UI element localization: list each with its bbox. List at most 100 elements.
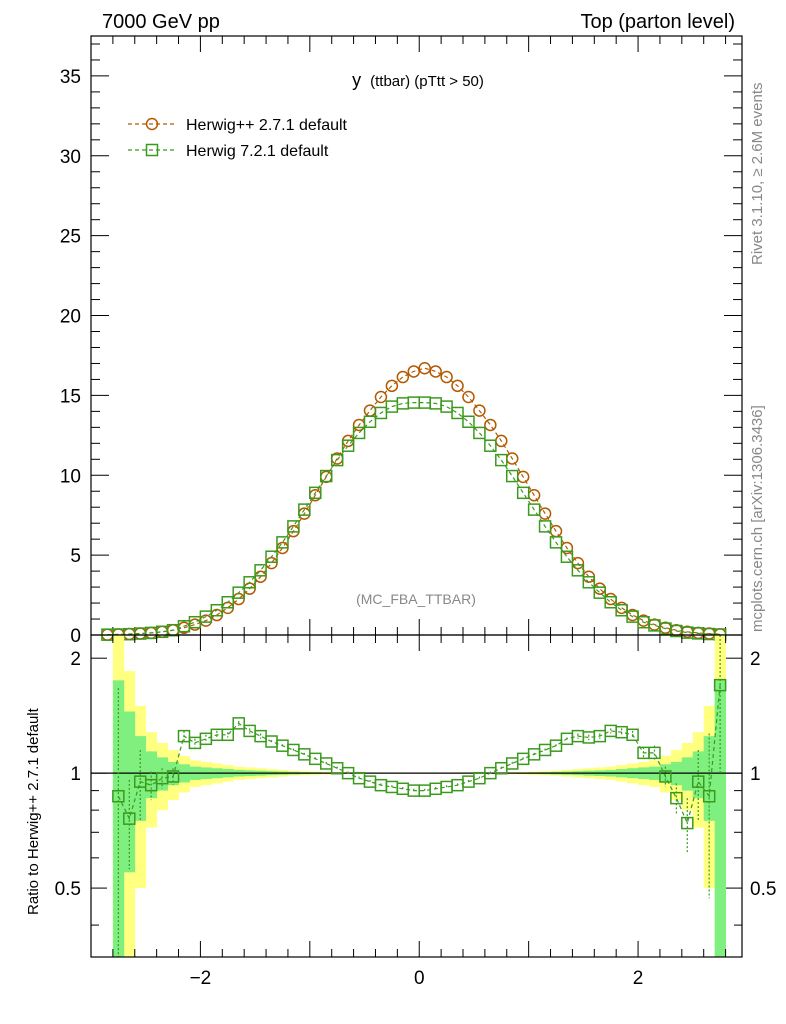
main-point-herwig7 <box>516 486 530 500</box>
ratio-point-herwig7 <box>670 791 683 805</box>
main-point-herwigpp <box>418 361 431 375</box>
main-ytick-label: 30 <box>60 147 81 168</box>
legend-herwig7-marker <box>145 143 159 157</box>
main-point-herwig7 <box>527 503 541 516</box>
main-point-herwigpp <box>429 365 442 378</box>
main-point-herwigpp <box>451 379 464 393</box>
legend-item-herwig7: Herwig 7.2.1 default <box>128 143 329 160</box>
ratio-frame <box>90 634 743 958</box>
ratio-panel: 0.5 0.5 1 1 2 2 −2 0 2 <box>55 634 776 989</box>
main-point-herwig7 <box>538 520 552 533</box>
ratio-ytick-label: 2 <box>70 649 81 670</box>
main-point-herwig7 <box>330 453 344 467</box>
main-point-herwig7 <box>319 469 333 483</box>
main-point-herwig7 <box>309 486 322 500</box>
main-ytick-label: 15 <box>60 386 81 407</box>
main-point-herwig7 <box>451 406 464 420</box>
mcplots-label: mcplots.cern.ch [arXiv:1306.3436] <box>749 405 766 632</box>
main-point-herwig7 <box>276 536 289 549</box>
ratio-xtick-label: 0 <box>414 968 425 989</box>
main-point-herwig7 <box>571 564 585 577</box>
main-ytick-label: 25 <box>60 227 81 248</box>
plot-title: y (ttbar) (pTtt > 50) <box>352 70 484 90</box>
rivet-label: Rivet 3.1.10, ≥ 2.6M events <box>749 83 766 266</box>
ratio-ytick-label: 1 <box>70 764 81 785</box>
main-point-herwig7 <box>484 439 497 452</box>
main-point-herwig7 <box>232 586 245 599</box>
ratio-band-green <box>112 680 125 957</box>
main-ytick-label: 20 <box>60 307 81 328</box>
main-point-herwig7 <box>495 453 508 467</box>
main-point-herwig7 <box>243 576 256 589</box>
ratio-point-herwig7 <box>221 728 235 742</box>
main-panel: 0 5 10 15 20 25 30 35 <box>60 35 743 647</box>
ratio-xtick-label: 2 <box>633 968 644 989</box>
main-ytick-label: 0 <box>70 626 81 647</box>
analysis-label: (MC_FBA_TTBAR) <box>356 591 476 607</box>
main-point-herwig7 <box>615 603 628 617</box>
main-point-herwigpp <box>440 370 453 384</box>
ratio-ytick-label: 0.5 <box>55 879 81 900</box>
ratio-ytick-label-right: 1 <box>750 764 761 785</box>
ratio-band-green <box>714 680 726 957</box>
main-point-herwig7 <box>604 596 617 609</box>
ratio-ytick-label-right: 0.5 <box>750 879 776 900</box>
main-point-herwig7 <box>582 576 596 589</box>
ratio-point-herwig7 <box>648 746 661 760</box>
ratio-point-herwig7 <box>549 739 563 752</box>
plot-title-sub: (ttbar) (pTtt > 50) <box>370 73 484 90</box>
main-point-herwig7 <box>221 596 235 609</box>
main-point-herwig7 <box>593 586 607 599</box>
main-point-herwig7 <box>352 426 366 440</box>
main-point-herwig7 <box>254 564 267 577</box>
legend: Herwig++ 2.7.1 default Herwig 7.2.1 defa… <box>128 117 348 160</box>
ratio-band-green <box>681 757 694 791</box>
ratio-series-line <box>117 685 721 825</box>
main-point-herwig7 <box>265 550 278 563</box>
main-point-herwigpp <box>407 365 421 378</box>
ratio-point-herwig7 <box>713 678 727 692</box>
legend-herwig7-label: Herwig 7.2.1 default <box>186 143 329 160</box>
ratio-band-green <box>145 751 158 799</box>
main-ytick-label: 5 <box>70 546 81 567</box>
main-point-herwigpp <box>571 556 585 570</box>
ratio-point-herwig7 <box>626 728 639 742</box>
main-point-herwig7 <box>560 550 574 563</box>
main-point-herwigpp <box>462 390 475 404</box>
ratio-point-herwig7 <box>144 778 158 792</box>
ratio-point-herwig7 <box>166 770 180 783</box>
main-point-herwigpp <box>374 390 388 404</box>
ratio-ytick-label-right: 2 <box>750 649 761 670</box>
main-point-herwig7 <box>374 406 388 420</box>
ratio-point-herwig7 <box>177 729 191 743</box>
ratio-point-herwig7 <box>232 717 245 730</box>
main-point-herwig7 <box>210 603 224 617</box>
ratio-point-herwig7 <box>112 789 125 803</box>
main-ytick-label: 10 <box>60 466 81 487</box>
main-point-herwig7 <box>440 400 453 413</box>
main-point-herwig7 <box>298 503 311 516</box>
header-right: Top (parton level) <box>580 11 735 33</box>
main-point-herwig7 <box>199 610 213 623</box>
main-series-line <box>107 402 721 636</box>
ratio-point-herwig7 <box>702 789 716 803</box>
main-point-herwig7 <box>287 520 300 533</box>
header-left: 7000 GeV pp <box>102 11 220 33</box>
main-point-herwig7 <box>505 469 519 483</box>
ratio-band-green <box>123 711 136 873</box>
ratio-ylabel: Ratio to Herwig++ 2.7.1 default <box>25 707 42 915</box>
main-point-herwig7 <box>549 536 563 549</box>
main-point-herwig7 <box>462 415 475 429</box>
legend-herwigpp-marker <box>145 117 159 131</box>
main-point-herwig7 <box>363 415 377 429</box>
ratio-point-herwig7 <box>681 816 694 830</box>
main-point-herwigpp <box>484 418 497 432</box>
legend-herwigpp-label: Herwig++ 2.7.1 default <box>186 117 348 134</box>
ratio-point-herwig7 <box>123 812 136 825</box>
ratio-point-herwig7 <box>691 775 705 788</box>
main-point-herwig7 <box>473 426 486 440</box>
main-point-herwigpp <box>473 404 486 417</box>
main-point-herwig7 <box>341 439 355 452</box>
main-point-herwigpp <box>385 379 399 393</box>
